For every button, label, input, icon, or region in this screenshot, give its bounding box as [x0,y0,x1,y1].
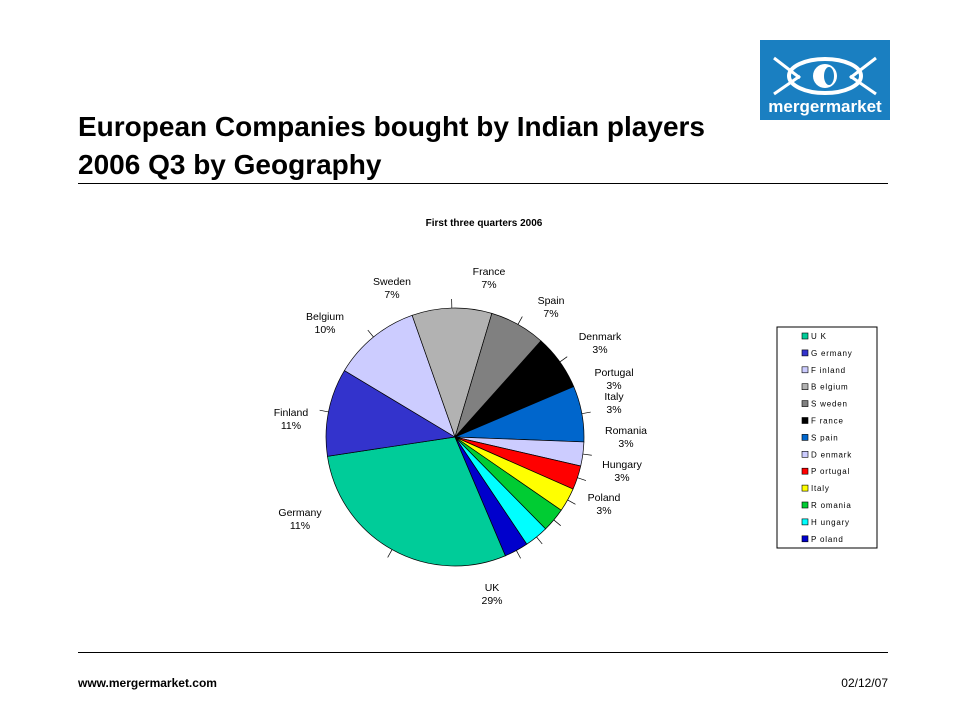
legend-label-portugal: P ortugal [811,467,850,476]
legend-label-italy: Italy [811,484,830,493]
legend-swatch-belgium [801,383,809,391]
slice-label-poland: Poland [588,492,621,504]
logo-wordmark: mergermarket [768,97,882,116]
leader-line-spain [581,411,591,415]
page-title-line2: 2006 Q3 by Geography [78,149,382,180]
slice-label-belgium: Belgium [306,311,344,323]
slice-label-italy: Italy [604,391,624,403]
slice-label-hungary: Hungary [602,459,642,471]
pie-chart: First three quarters 2006 UK29%Germany11… [274,218,878,607]
legend-label-belgium: B elgium [811,383,849,392]
leader-line-germany [319,409,329,413]
slice-value-germany: 11% [290,520,310,532]
legend-swatch-spain [801,434,809,441]
slice-value-finland: 11% [281,420,301,432]
leader-line-sweden [517,316,523,325]
slice-value-denmark: 3% [592,344,607,356]
slice-label-germany: Germany [278,507,322,519]
slice-value-hungary: 3% [614,472,629,484]
legend-label-finland: F inland [811,366,846,375]
slice-label-denmark: Denmark [579,331,622,343]
legend-swatch-poland [801,535,809,543]
legend-swatch-sweden [801,400,809,407]
mergermarket-logo: mergermarket [760,40,890,120]
slice-value-france: 7% [481,279,496,291]
page-title-line1: European Companies bought by Indian play… [78,111,705,142]
legend: U K G ermany F inland B elgium S weden F ranc… [776,326,878,549]
legend-swatch-portugal [801,467,809,475]
slice-label-spain: Spain [538,295,565,307]
slice-label-uk: UK [485,582,500,594]
leader-line-poland [516,550,521,559]
page-title: European Companies bought by Indian play… [78,108,705,184]
legend-label-spain: S pain [811,433,838,442]
slice-value-romania: 3% [618,438,633,450]
leader-line-romania [553,519,561,526]
pie-slice-poland [454,436,528,557]
leader-line-france [559,356,568,363]
slice-value-sweden: 7% [384,289,399,301]
pie-slice-uk [327,436,506,567]
slice-label-france: France [473,266,506,278]
legend-label-germany: G ermany [811,349,853,358]
legend-label-sweden: S weden [811,400,848,409]
slice-value-italy: 3% [606,404,621,416]
legend-swatch-hungary [801,518,809,526]
legend-swatch-finland [801,366,809,374]
leader-line-denmark [582,453,592,456]
footer-divider [78,652,888,653]
pie-slices [325,307,585,567]
legend-box [776,326,878,549]
legend-swatch-romania [801,501,809,509]
leader-line-hungary [536,536,543,545]
slice-label-finland: Finland [274,407,309,419]
title-divider [78,183,888,184]
footer-date: 02/12/07 [841,676,888,690]
slice-value-spain: 7% [543,308,558,320]
legend-label-hungary: H ungary [811,518,850,527]
legend-label-france: F rance [811,417,844,426]
slice-label-romania: Romania [605,425,647,437]
slice-value-portugal: 3% [606,380,621,392]
slice-labels: UK29%Germany11%Finland11%Belgium10%Swede… [274,266,647,607]
leader-line-portugal [577,477,587,481]
slice-value-poland: 3% [596,505,611,517]
legend-swatch-italy [801,484,809,492]
legend-label-romania: R omania [811,501,852,510]
logo-mark [760,40,890,120]
legend-label-poland: P oland [811,535,844,544]
pie-slice-belgium [411,307,493,439]
slice-label-sweden: Sweden [373,276,411,288]
legend-swatch-denmark [801,450,809,458]
slice-label-portugal: Portugal [594,367,633,379]
leader-line-italy [567,499,576,505]
legend-label-uk: U K [811,332,827,341]
leader-line-uk [387,549,393,558]
legend-swatch-france [801,417,809,424]
leader-line-finland [367,329,374,338]
legend-swatch-uk [801,332,809,340]
slice-value-uk: 29% [481,595,502,607]
footer-website[interactable]: www.mergermarket.com [78,676,217,690]
label-leader-lines [319,299,592,559]
legend-swatch-germany [801,349,809,357]
slice-value-belgium: 10% [314,324,335,336]
chart-title: First three quarters 2006 [426,218,543,229]
legend-label-denmark: D enmark [811,450,852,459]
